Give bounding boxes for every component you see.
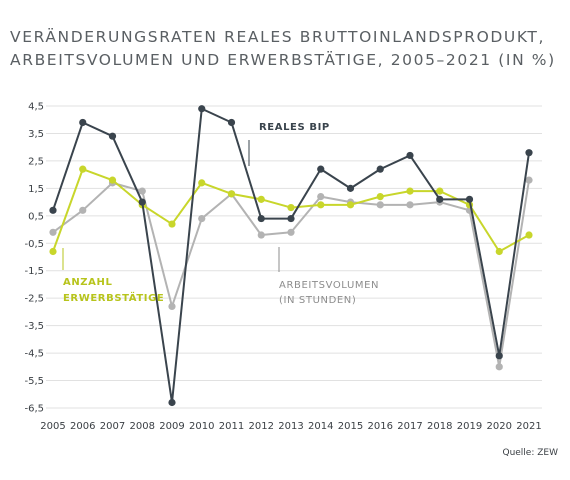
data-point-gdp — [376, 165, 384, 173]
x-tick-label: 2015 — [338, 421, 363, 432]
data-point-hours — [79, 206, 87, 214]
series-label-text: ANZAHL — [63, 277, 112, 288]
series-label-employment: ANZAHL ERWERBSTÄTIGE — [62, 248, 164, 304]
x-axis-tick-labels: 2005 2006 2007 2008 2009 2010 2011 2012 2013 2014… — [40, 421, 541, 432]
data-point-employment — [317, 201, 325, 209]
x-tick-label: 2012 — [249, 421, 274, 432]
x-tick-label: 2010 — [189, 421, 214, 432]
series-label-text: ERWERBSTÄTIGE — [63, 290, 164, 304]
data-point-gdp — [406, 151, 414, 160]
data-point-gdp — [257, 214, 265, 223]
series-employment — [49, 165, 533, 256]
x-tick-label: 2006 — [70, 421, 95, 432]
x-tick-label: 2018 — [427, 421, 452, 432]
data-point-hours — [138, 187, 146, 195]
x-tick-label: 2011 — [219, 421, 244, 432]
x-tick-label: 2005 — [40, 421, 65, 432]
data-point-hours — [525, 176, 533, 184]
data-point-gdp — [436, 195, 444, 203]
data-point-gdp — [346, 184, 355, 192]
y-tick-label: -4,5 — [24, 349, 44, 360]
y-axis-tick-labels: 4,5 3,5 2,5 1,5 0,5 -0,5 -1,5 -2,5 -3,5 -4,5 -5,5 -… — [24, 102, 44, 415]
y-tick-label: -6,5 — [24, 404, 44, 415]
y-tick-label: 3,5 — [28, 129, 44, 140]
x-tick-label: 2019 — [457, 421, 482, 432]
chart-title-line-1: VERÄNDERUNGSRATEN REALES BRUTTOINLANDSPR… — [10, 28, 546, 46]
source-note: Quelle: ZEW — [502, 448, 558, 458]
data-point-gdp — [317, 165, 325, 173]
x-tick-label: 2020 — [487, 421, 512, 432]
data-point-employment — [108, 176, 117, 184]
data-point-hours — [257, 231, 265, 239]
data-point-employment — [287, 203, 295, 212]
data-point-gdp — [168, 398, 176, 407]
y-tick-label: -1,5 — [24, 266, 44, 277]
data-point-hours — [198, 214, 206, 223]
data-point-hours — [49, 228, 57, 236]
data-point-employment — [346, 201, 355, 209]
data-point-employment — [376, 193, 384, 201]
series-labels: ARBEITSVOLUMEN (IN STUNDEN) ANZAHL ERWERBST… — [62, 122, 379, 306]
x-tick-label: 2007 — [100, 421, 125, 432]
y-tick-label: 2,5 — [28, 156, 44, 167]
chart-title: VERÄNDERUNGSRATEN REALES BRUTTOINLANDSPR… — [10, 26, 560, 72]
data-point-gdp — [49, 206, 57, 214]
series-line-gdp — [52, 107, 530, 404]
data-point-hours — [495, 363, 503, 371]
series-label-text: ARBEITSVOLUMEN — [279, 280, 379, 291]
chart-title-line-2: ARBEITSVOLUMEN UND ERWERBSTÄTIGE, 2005–2… — [10, 51, 556, 69]
y-tick-label: -0,5 — [24, 239, 44, 250]
x-tick-label: 2008 — [130, 421, 155, 432]
series-label-gdp: REALES BIP — [248, 122, 330, 166]
data-point-hours — [376, 201, 384, 209]
y-tick-label: 0,5 — [28, 211, 44, 222]
data-point-hours — [317, 193, 325, 201]
data-point-hours — [287, 228, 295, 236]
series-label-text: REALES BIP — [259, 122, 330, 133]
data-point-employment — [79, 165, 87, 173]
data-point-employment — [436, 187, 444, 195]
series-label-hours: ARBEITSVOLUMEN (IN STUNDEN) — [278, 247, 379, 306]
data-point-employment — [49, 247, 57, 256]
data-point-employment — [257, 195, 265, 203]
data-point-gdp — [495, 352, 503, 360]
y-tick-label: -2,5 — [24, 294, 44, 305]
y-tick-label: -3,5 — [24, 321, 44, 332]
data-point-employment — [495, 247, 503, 256]
x-tick-label: 2017 — [397, 421, 422, 432]
data-point-hours — [406, 201, 414, 209]
data-point-gdp — [525, 149, 533, 157]
series-lines — [49, 105, 533, 407]
y-tick-label: 4,5 — [28, 102, 44, 113]
data-point-employment — [168, 220, 176, 228]
data-point-hours — [168, 302, 176, 311]
data-point-gdp — [227, 118, 236, 127]
data-point-gdp — [79, 118, 87, 127]
data-point-employment — [198, 179, 206, 187]
data-point-employment — [406, 187, 414, 195]
series-label-text: (IN STUNDEN) — [279, 295, 356, 306]
data-point-gdp — [465, 195, 474, 203]
data-point-gdp — [287, 214, 295, 223]
data-point-gdp — [108, 132, 117, 140]
x-tick-label: 2013 — [278, 421, 303, 432]
data-point-employment — [525, 231, 533, 239]
data-point-gdp — [198, 105, 206, 113]
x-tick-label: 2021 — [516, 421, 541, 432]
y-tick-label: -5,5 — [24, 376, 44, 387]
data-point-employment — [227, 190, 236, 198]
data-point-gdp — [138, 198, 146, 206]
series-gdp — [49, 105, 533, 407]
x-tick-label: 2016 — [368, 421, 393, 432]
x-tick-label: 2009 — [159, 421, 184, 432]
x-tick-label: 2014 — [308, 421, 333, 432]
y-tick-label: 1,5 — [28, 184, 44, 195]
grid-lines — [46, 105, 542, 409]
